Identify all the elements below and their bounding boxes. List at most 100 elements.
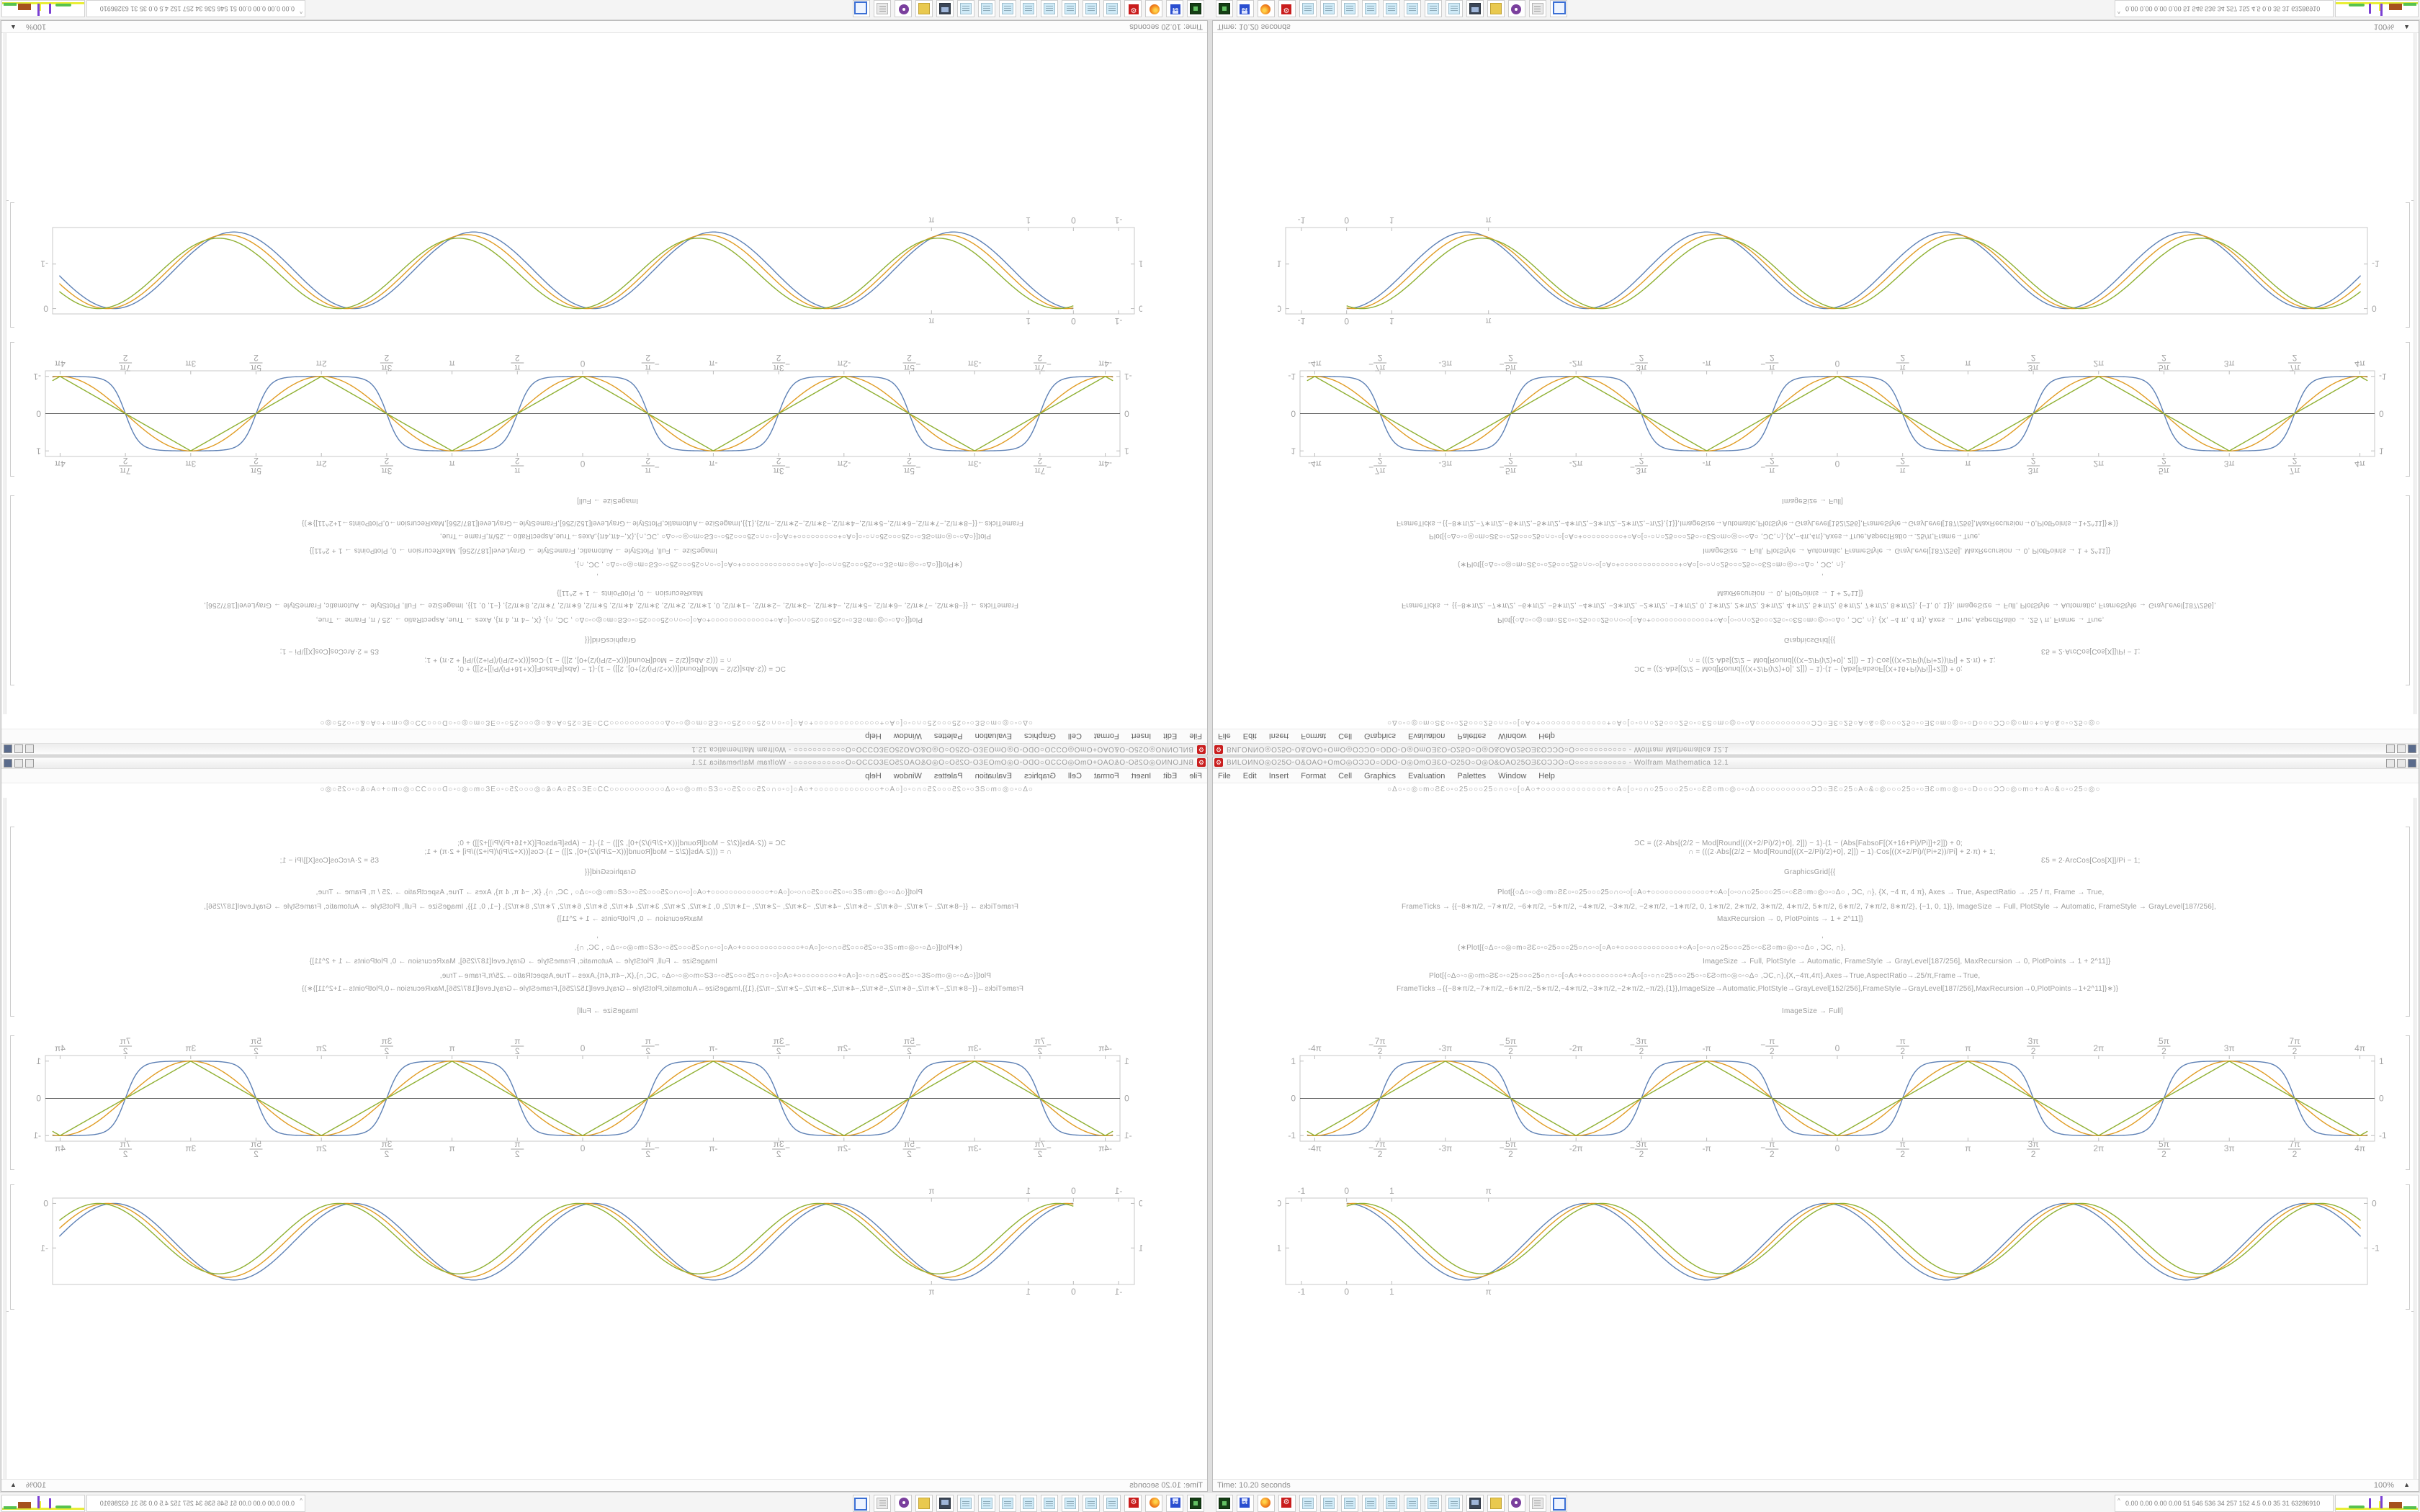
taskbar-icon-notepad[interactable] bbox=[1103, 1495, 1121, 1512]
vertical-scrollbar[interactable] bbox=[2414, 798, 2417, 1479]
code-line[interactable]: ImageSize → Full] bbox=[1782, 1007, 1844, 1015]
code-line[interactable]: (∗Plot[{○Δ○◦○◎○m○ƧƐ○◦○25○○○25○∩○◦○[○A○+○… bbox=[1458, 944, 1846, 952]
taskbar-icon-document-viewer[interactable] bbox=[874, 0, 891, 17]
taskbar-icon-notepad[interactable] bbox=[1299, 1495, 1317, 1512]
menu-item[interactable]: Format bbox=[1301, 771, 1327, 780]
menu-item[interactable]: Insert bbox=[1268, 771, 1289, 780]
maximize-button[interactable] bbox=[2397, 744, 2406, 753]
code-line[interactable]: GraphicsGrid[{{ bbox=[584, 636, 636, 644]
taskbar-icon-notepad[interactable] bbox=[978, 1495, 995, 1512]
menu-item[interactable]: Help bbox=[1538, 732, 1555, 741]
window-menu-gear-icon[interactable]: ⚙ bbox=[1197, 758, 1206, 767]
taskbar-icon-document-viewer[interactable] bbox=[1529, 0, 1546, 17]
close-button[interactable] bbox=[2408, 759, 2416, 768]
docked-toolbar-glyphs[interactable]: ○Δ○◦○◎○m○ƧƐ○◦○25○○○25○∩○◦○[○A○+○○○○○○○○○… bbox=[319, 786, 1033, 793]
taskbar-icon-window-manager[interactable] bbox=[853, 0, 870, 17]
taskbar-icon-notepad[interactable] bbox=[999, 0, 1016, 17]
taskbar-icon-package-manager[interactable] bbox=[1216, 1495, 1233, 1512]
code-line[interactable]: ƆC = ((2·Abs[(2/2 − Mod[Round[((X+2/Pi)/… bbox=[1634, 840, 1963, 847]
window-menu-gear-icon[interactable]: ⚙ bbox=[1197, 745, 1206, 754]
window-menu-gear-icon[interactable]: ⚙ bbox=[1214, 758, 1223, 767]
taskbar-icon-notepad[interactable] bbox=[1320, 0, 1337, 17]
plot1-cell-bracket[interactable] bbox=[10, 342, 14, 477]
taskbar-icon-notepad[interactable] bbox=[1446, 0, 1463, 17]
window-titlebar[interactable]: ⚙ BИLOИNO◎O25O◦O&OAO+OmO◎OƆƆO○ODO◦O◎OmOƎ… bbox=[1, 757, 1207, 769]
taskbar-icon-display[interactable] bbox=[1466, 1495, 1484, 1512]
menu-item[interactable]: Format bbox=[1093, 732, 1119, 741]
plot2-cell-bracket[interactable] bbox=[2406, 202, 2410, 328]
menu-item[interactable]: File bbox=[1189, 771, 1202, 780]
code-line[interactable]: FrameTicks → {{−8∗π/2, −7∗π/2, −6∗π/2, −… bbox=[204, 601, 1018, 609]
vertical-scrollbar[interactable] bbox=[3, 33, 6, 714]
taskbar-icon-notepad[interactable] bbox=[957, 0, 974, 17]
taskbar-icon-package-manager[interactable] bbox=[1187, 0, 1204, 17]
magnification-control[interactable]: 100% bbox=[2373, 1481, 2394, 1490]
taskbar-icon-firefox[interactable] bbox=[1258, 1495, 1275, 1512]
code-line[interactable]: Plot[{○Δ○◦○◎○m○ƧƐ○◦○25○○○25○∩○◦○[○A○+○○○… bbox=[439, 532, 991, 540]
minimize-button[interactable] bbox=[2386, 759, 2395, 768]
menu-item[interactable]: Help bbox=[865, 771, 882, 780]
taskbar-icon-window-manager[interactable] bbox=[1550, 1495, 1567, 1512]
system-monitor-tray[interactable]: ^ 0.00 0.00 0.00 0.00 51 546 536 34 257 … bbox=[86, 1495, 305, 1512]
menu-item[interactable]: Help bbox=[1538, 771, 1555, 780]
maximize-button[interactable] bbox=[2397, 759, 2406, 768]
taskbar-icon-floppy-64[interactable]: 64 bbox=[1237, 0, 1254, 17]
taskbar-icon-settings-gear[interactable]: ⚙ bbox=[1278, 0, 1296, 17]
code-line[interactable]: GraphicsGrid[{{ bbox=[1784, 868, 1836, 876]
cpu-history-graph[interactable] bbox=[1, 1495, 85, 1512]
code-line[interactable]: MaxRecursion → 0, PlotPoints → 1 + 2^11]… bbox=[556, 589, 703, 597]
taskbar-icon-package-manager[interactable] bbox=[1216, 0, 1233, 17]
code-line[interactable]: FrameTicks→{{−8∗π/2,−7∗π/2,−6∗π/2,−5∗π/2… bbox=[1397, 985, 2119, 993]
vertical-scrollbar[interactable] bbox=[2414, 33, 2417, 714]
magnification-caret-icon[interactable]: ▲ bbox=[2403, 1481, 2410, 1488]
code-line[interactable]: FrameTicks→{{−8∗π/2,−7∗π/2,−6∗π/2,−5∗π/2… bbox=[301, 519, 1023, 527]
minimize-button[interactable] bbox=[25, 759, 34, 768]
menu-item[interactable]: Edit bbox=[1242, 732, 1257, 741]
code-line[interactable]: ImageSize → Full] bbox=[576, 1007, 638, 1015]
taskbar-icon-window-manager[interactable] bbox=[1550, 0, 1567, 17]
taskbar-icon-notepad[interactable] bbox=[1299, 0, 1317, 17]
taskbar-icon-notepad[interactable] bbox=[1425, 1495, 1442, 1512]
magnification-caret-icon[interactable]: ▲ bbox=[2403, 24, 2410, 31]
code-line[interactable]: ImageSize → Full] bbox=[576, 497, 638, 505]
magnification-caret-icon[interactable]: ▲ bbox=[10, 1481, 17, 1488]
taskbar-icon-display[interactable] bbox=[936, 0, 954, 17]
taskbar-icon-notepad[interactable] bbox=[978, 0, 995, 17]
taskbar-icon-settings-gear[interactable]: ⚙ bbox=[1124, 0, 1142, 17]
code-line[interactable]: GraphicsGrid[{{ bbox=[1784, 636, 1836, 644]
code-line[interactable]: ∩ = (((2·Abs[(2/2 − Mod[Round[((X−2/Pi)/… bbox=[424, 848, 732, 856]
taskbar-icon-package-manager[interactable] bbox=[1187, 1495, 1204, 1512]
menu-item[interactable]: Cell bbox=[1338, 732, 1353, 741]
magnification-control[interactable]: 100% bbox=[26, 1481, 47, 1490]
taskbar-icon-settings-gear[interactable]: ⚙ bbox=[1124, 1495, 1142, 1512]
taskbar-icon-folder[interactable] bbox=[915, 1495, 933, 1512]
taskbar-icon-notepad[interactable] bbox=[1083, 0, 1100, 17]
taskbar-icon-notepad[interactable] bbox=[1020, 1495, 1037, 1512]
code-line[interactable]: Plot[{○Δ○◦○◎○m○ƧƐ○◦○25○○○25○∩○◦○[○A○+○○○… bbox=[439, 972, 991, 980]
system-monitor-tray[interactable]: ^ 0.00 0.00 0.00 0.00 51 546 536 34 257 … bbox=[2115, 1495, 2334, 1512]
magnification-control[interactable]: 100% bbox=[2373, 22, 2394, 31]
magnification-control[interactable]: 100% bbox=[26, 22, 47, 31]
system-monitor-tray[interactable]: ^ 0.00 0.00 0.00 0.00 51 546 536 34 257 … bbox=[2115, 0, 2334, 17]
menu-item[interactable]: Graphics bbox=[1023, 771, 1056, 780]
window-titlebar[interactable]: ⚙ BИLOИNO◎O25O◦O&OAO+OmO◎OƆƆO○ODO◦O◎OmOƎ… bbox=[1213, 757, 2419, 769]
plot2-cell-bracket[interactable] bbox=[2406, 1184, 2410, 1310]
taskbar-icon-notepad[interactable] bbox=[1083, 1495, 1100, 1512]
menu-item[interactable]: Format bbox=[1093, 771, 1119, 780]
code-line[interactable]: ImageSize → Full] bbox=[1782, 497, 1844, 505]
code-line[interactable]: Plot[{○Δ○◦○◎○m○ƧƐ○◦○25○○○25○∩○◦○[○A○+○○○… bbox=[315, 616, 923, 624]
code-line[interactable]: ImageSize → Full, PlotStyle → Automatic,… bbox=[1703, 546, 2111, 554]
menu-item[interactable]: Palettes bbox=[933, 732, 963, 741]
magnification-caret-icon[interactable]: ▲ bbox=[10, 24, 17, 31]
code-line[interactable]: MaxRecursion → 0, PlotPoints → 1 + 2^11]… bbox=[1717, 589, 1864, 597]
code-line[interactable]: , bbox=[1821, 572, 1824, 580]
code-line[interactable]: ImageSize → Full, PlotStyle → Automatic,… bbox=[309, 958, 717, 966]
taskbar-icon-notepad[interactable] bbox=[1362, 0, 1379, 17]
code-line[interactable]: Ɛ5 = 2·ArcCos[Cos[X]]/Pi − 1; bbox=[279, 857, 379, 865]
plot1-cell-bracket[interactable] bbox=[2406, 1035, 2410, 1170]
taskbar-icon-floppy-64[interactable]: 64 bbox=[1237, 1495, 1254, 1512]
code-line[interactable]: Plot[{○Δ○◦○◎○m○ƧƐ○◦○25○○○25○∩○◦○[○A○+○○○… bbox=[315, 888, 923, 896]
taskbar-icon-settings-gear[interactable]: ⚙ bbox=[1278, 1495, 1296, 1512]
close-button[interactable] bbox=[2408, 744, 2416, 753]
menu-item[interactable]: Evaluation bbox=[974, 771, 1012, 780]
